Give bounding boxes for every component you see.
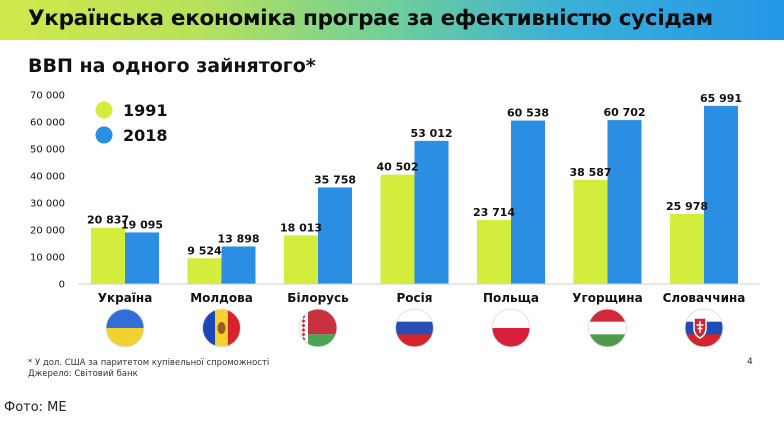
- bar-2018: [607, 120, 642, 284]
- bar-1991: [187, 258, 222, 284]
- flag-outline: [588, 308, 627, 348]
- page-number: 4: [747, 357, 753, 367]
- bar-2018: [414, 140, 449, 284]
- legend-label: 1991: [123, 101, 168, 120]
- value-label-1991: 20 837: [87, 214, 129, 227]
- flag-outline: [202, 308, 241, 348]
- x-category-label: Росія: [397, 291, 433, 305]
- value-label-2018: 60 538: [507, 107, 549, 120]
- y-tick-label: 50 000: [30, 145, 65, 156]
- footnote-source: Джерело: Світовий банк: [28, 369, 138, 379]
- value-label-1991: 25 978: [666, 200, 708, 213]
- value-label-2018: 53 012: [410, 127, 452, 140]
- flag-outline: [684, 308, 724, 348]
- headline-banner: Українська економіка програє за ефективн…: [0, 0, 784, 40]
- bar-2018: [511, 120, 545, 285]
- value-label-2018: 35 758: [314, 173, 356, 186]
- footnote-note: * У дол. США за паритетом купівельної сп…: [28, 358, 270, 368]
- y-tick-label: 0: [59, 280, 65, 291]
- x-category-label: Угорщина: [572, 291, 642, 305]
- y-tick-label: 70 000: [30, 91, 65, 102]
- headline: Українська економіка програє за ефективн…: [28, 6, 713, 31]
- bar-2018: [221, 246, 256, 284]
- bar-1991: [91, 227, 125, 284]
- bar-1991: [284, 235, 318, 284]
- hungary-flag: [588, 309, 627, 347]
- y-tick-label: 60 000: [30, 118, 65, 129]
- ukraine-flag: [106, 309, 144, 347]
- value-label-1991: 23 714: [473, 206, 515, 219]
- x-category-label: Білорусь: [287, 291, 349, 305]
- russia-flag: [395, 309, 434, 347]
- value-label-1991: 38 587: [569, 166, 611, 179]
- legend-swatch: [95, 101, 113, 119]
- value-label-1991: 40 502: [376, 161, 418, 174]
- y-tick-label: 40 000: [30, 172, 65, 183]
- x-category-label: Молдова: [190, 291, 253, 305]
- chart-title: ВВП на одного зайнятого*: [28, 55, 316, 77]
- x-category-label: Україна: [98, 291, 153, 305]
- poland-flag: [492, 309, 530, 347]
- bar-1991: [573, 179, 608, 284]
- bar-2018: [125, 232, 159, 284]
- bar-chart: 0 10 000 20 000 30 000 40 000 50 000 60 000 70 …: [30, 91, 760, 348]
- legend-label: 2018: [123, 126, 168, 145]
- value-label-2018: 19 095: [121, 218, 163, 231]
- value-label-1991: 9 524: [187, 244, 222, 257]
- slide: Українська економіка програє за ефективн…: [0, 0, 784, 380]
- value-label-2018: 65 991: [700, 92, 742, 105]
- flag-outline: [395, 308, 434, 348]
- flag-outline: [491, 308, 531, 348]
- photo-caption: Фото: МЕ: [4, 400, 67, 415]
- bar-1991: [670, 213, 704, 284]
- bar-2018: [704, 105, 738, 284]
- y-tick-label: 10 000: [30, 253, 65, 264]
- footnote: * У дол. США за паритетом купівельної сп…: [28, 358, 269, 380]
- x-category-label: Польща: [483, 291, 539, 305]
- bar-2018: [318, 187, 352, 284]
- bar-1991: [477, 219, 511, 284]
- bar-1991: [380, 174, 415, 284]
- value-label-2018: 60 702: [603, 106, 645, 119]
- x-category-label: Словаччина: [663, 291, 746, 305]
- value-label-2018: 13 898: [217, 232, 259, 245]
- moldova-flag: [202, 309, 241, 347]
- value-label-1991: 18 013: [280, 221, 322, 234]
- slovakia-flag: [685, 309, 723, 347]
- flag-outline: [105, 308, 145, 348]
- legend-swatch: [95, 126, 113, 144]
- y-tick-label: 20 000: [30, 226, 65, 237]
- y-tick-label: 30 000: [30, 199, 65, 210]
- flag-outline: [298, 308, 338, 348]
